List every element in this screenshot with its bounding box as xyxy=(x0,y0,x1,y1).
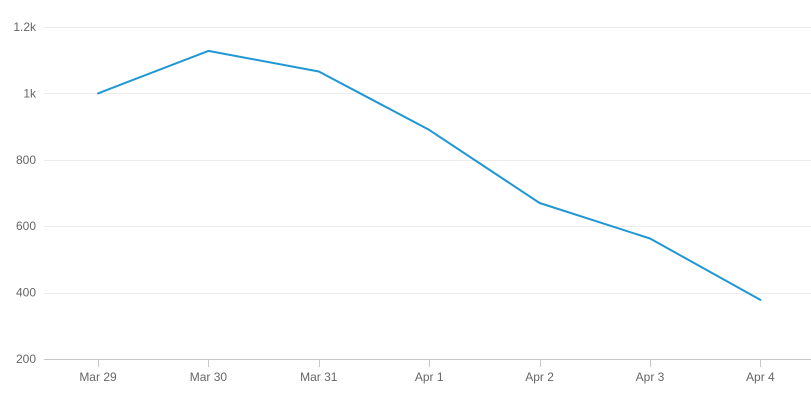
data-point[interactable] xyxy=(536,199,544,207)
y-tick-label: 1.2k xyxy=(13,20,37,34)
data-point[interactable] xyxy=(315,67,323,75)
y-tick-label: 1k xyxy=(23,86,37,100)
series-group xyxy=(94,47,764,304)
x-tick-label: Apr 4 xyxy=(746,370,775,384)
x-axis: Mar 29 Mar 30 Mar 31 Apr 1 Apr 2 Apr 3 Apr 4 xyxy=(44,359,811,384)
y-tick-label: 400 xyxy=(16,286,36,300)
data-point[interactable] xyxy=(756,296,764,304)
gridlines xyxy=(44,27,811,294)
x-tick-label: Mar 31 xyxy=(300,370,338,384)
x-tick-label: Apr 1 xyxy=(415,370,444,384)
data-point[interactable] xyxy=(94,89,102,97)
series-line-0[interactable] xyxy=(97,49,762,301)
data-point[interactable] xyxy=(425,126,433,134)
y-axis: 200 400 600 800 1k 1.2k xyxy=(13,20,37,366)
data-point[interactable] xyxy=(646,234,654,242)
x-tick-label: Mar 30 xyxy=(190,370,228,384)
x-tick-label: Apr 2 xyxy=(525,370,554,384)
data-point[interactable] xyxy=(204,47,212,55)
y-tick-label: 600 xyxy=(16,219,36,233)
y-tick-label: 800 xyxy=(16,153,36,167)
y-tick-label: 200 xyxy=(16,352,36,366)
x-tick-label: Mar 29 xyxy=(79,370,117,384)
x-tick-label: Apr 3 xyxy=(636,370,665,384)
